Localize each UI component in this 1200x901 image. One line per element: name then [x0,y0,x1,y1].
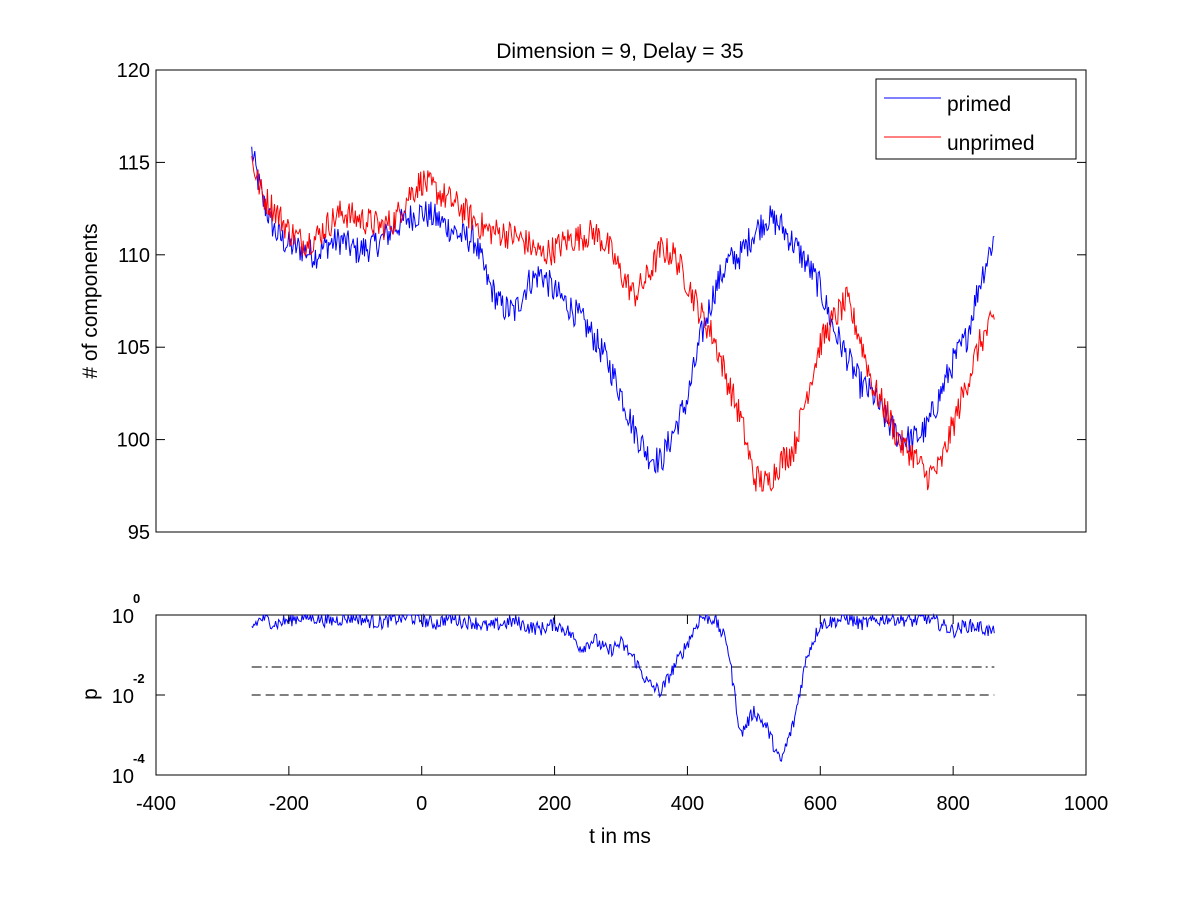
bottom-ytick-exponent: -4 [133,751,145,766]
bottom-xtick-label: 0 [416,793,427,815]
bottom-xtick-label: 400 [671,793,704,815]
top-ytick-label: 115 [118,152,150,174]
top-yticks: 95 100 105 110 115 120 [117,60,150,544]
bottom-xtick-marks [155,615,1087,775]
bottom-xticks: -400 -200 0 200 400 600 800 1000 [136,793,1108,815]
bottom-ytick-label: 10-4 [112,751,146,788]
top-ytick-label: 105 [117,337,150,359]
top-ytick-label: 100 [117,430,150,452]
bottom-ytick-base: 10 [112,686,134,708]
bottom-xtick-label: -400 [136,793,176,815]
bottom-xtick-label: -200 [269,793,309,815]
top-ytick-label: 95 [128,522,150,544]
bottom-xtick-label: 1000 [1064,793,1109,815]
bottom-xtick-label: 600 [804,793,837,815]
bottom-xtick-label: 200 [538,793,571,815]
chart-title: Dimension = 9, Delay = 35 [496,40,743,63]
bottom-reference-lines [251,666,995,696]
bottom-series [251,613,995,762]
legend-unprimed-label: unprimed [947,132,1035,155]
top-axes: Dimension = 9, Delay = 35 95 100 105 110 115… [79,40,1087,544]
top-ytick-label: 110 [118,245,150,267]
p-value-line [251,613,995,762]
top-ytick-marks [156,69,1086,533]
legend-box [875,78,1077,160]
bottom-ytick-label: 100 [112,591,140,628]
bottom-ytick-base: 10 [112,766,134,788]
bottom-ytick-base: 10 [112,606,134,628]
top-series [251,146,995,492]
bottom-ytick-marks [156,614,1086,776]
top-y-axis-label: # of components [79,223,102,378]
bottom-ytick-exponent: -2 [133,671,145,686]
bottom-ytick-exponent: 0 [133,591,140,606]
series-line-primed [251,146,995,474]
top-ytick-label: 120 [117,60,150,82]
series-line-unprimed [251,155,995,492]
bottom-ytick-label: 10-2 [112,671,145,708]
bottom-xtick-label: 800 [936,793,969,815]
bottom-y-axis-label: p [79,688,102,700]
x-axis-label: t in ms [589,825,651,848]
legend-primed-label: primed [947,93,1011,116]
legend: primed unprimed [875,78,1077,160]
